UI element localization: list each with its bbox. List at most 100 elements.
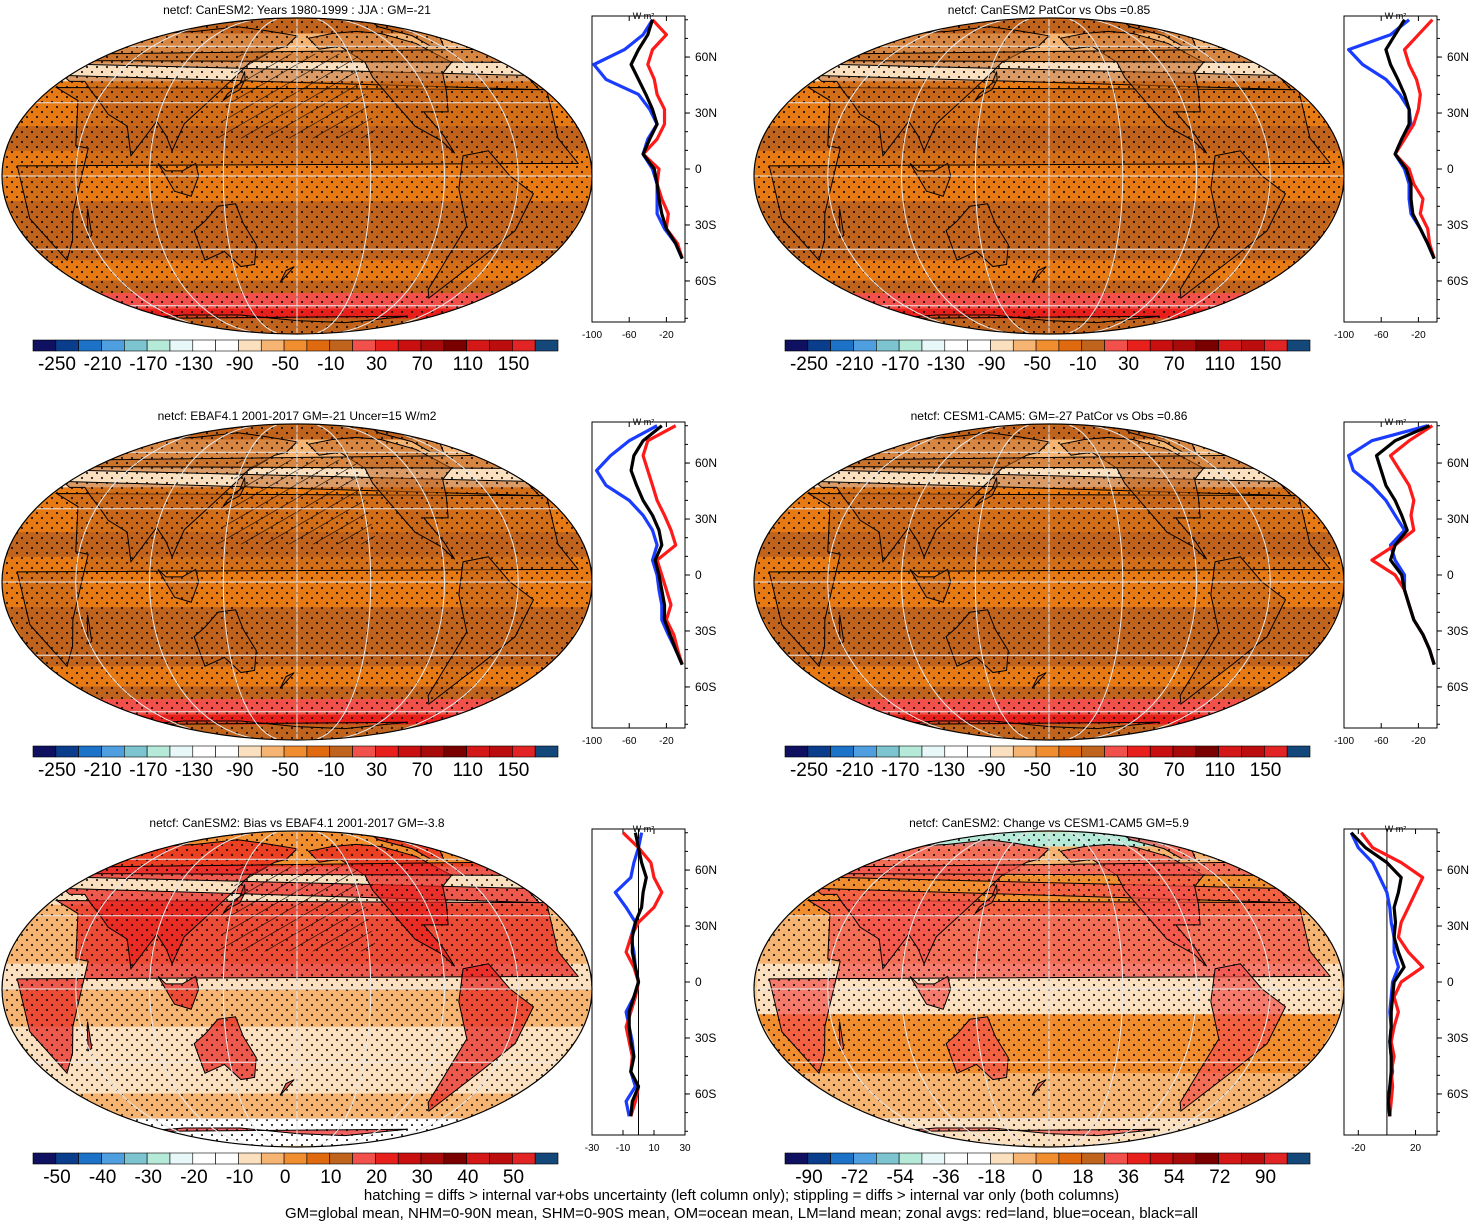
zonal-x-tick-label: -20	[659, 330, 674, 341]
colorbar-tick-label: -210	[83, 354, 122, 375]
colorbar-cell	[898, 745, 923, 758]
colorbar-cell	[32, 1152, 57, 1165]
colorbar-cell	[146, 745, 171, 758]
colorbar-cell	[238, 1152, 262, 1165]
map-title: netcf: CanESM2: Years 1980-1999 : JJA : …	[163, 3, 431, 17]
colorbar-cell	[443, 339, 467, 352]
colorbar-tick-label: -10	[1069, 760, 1097, 781]
colorbar-cell	[944, 339, 968, 352]
colorbar-tick-label: -90	[977, 354, 1006, 375]
colorbar-cell	[375, 339, 399, 352]
colorbar-cell	[512, 1152, 536, 1165]
zonal-mean-plot: 60N 30N 0 30S 60S -100 -60 -20 W m²	[582, 11, 717, 341]
footer-note-hatching: hatching = diffs > internal var+obs unce…	[363, 1187, 1120, 1204]
map-title: netcf: CanESM2: Change vs CESM1-CAM5 GM=…	[909, 816, 1189, 830]
colorbar	[784, 1152, 1311, 1165]
colorbar-tick-label: -130	[174, 760, 213, 781]
colorbar-tick-label: -20	[180, 1167, 208, 1188]
colorbar-tick-label: -130	[926, 354, 965, 375]
zonal-x-tick-label: -30	[585, 1143, 600, 1154]
colorbar-tick-label: -170	[129, 354, 168, 375]
colorbar-cell	[238, 745, 262, 758]
colorbar-labels: -90 -72 -54 -36 -18 0 18 36 54 72 90	[785, 1167, 1310, 1191]
colorbar-cell	[1012, 745, 1037, 758]
colorbar-cell	[352, 745, 376, 758]
panel-canesm2-patcor: netcf: CanESM2 PatCor vs Obs =0.85 60N 30N…	[752, 0, 1483, 400]
zonal-lat-tick-label: 0	[1447, 162, 1454, 176]
colorbar-cell	[215, 339, 239, 352]
colorbar-cell	[1172, 1152, 1197, 1165]
colorbar-tick-label: -18	[977, 1167, 1006, 1188]
colorbar-cell	[784, 339, 809, 352]
colorbar	[784, 339, 1311, 352]
colorbar-tick-label: 36	[1117, 1167, 1140, 1188]
colorbar-cell	[1195, 1152, 1219, 1165]
map-title: netcf: CanESM2 PatCor vs Obs =0.85	[947, 3, 1151, 17]
colorbar-cell	[1286, 339, 1311, 352]
colorbar-cell	[443, 745, 467, 758]
zonal-line-all	[629, 424, 684, 666]
colorbar-cell	[375, 1152, 399, 1165]
colorbar-cell	[1286, 745, 1311, 758]
colorbar-cell	[1149, 339, 1174, 352]
zonal-x-tick-label: -60	[1374, 330, 1389, 341]
map-field	[2, 831, 592, 1147]
zonal-x-tick-label: -20	[659, 736, 674, 747]
zonal-line-all	[1374, 424, 1436, 666]
colorbar-cell	[1035, 1152, 1060, 1165]
colorbar-cell	[124, 339, 148, 352]
zonal-lat-tick-label: 60N	[695, 863, 717, 877]
colorbar-tick-label: 18	[1072, 1167, 1094, 1188]
colorbar-cell	[534, 339, 559, 352]
zonal-line-land	[641, 424, 684, 666]
zonal-x-tick-label: 10	[648, 1143, 660, 1154]
zonal-lat-tick-label: 0	[695, 975, 702, 989]
colorbar	[32, 1152, 559, 1165]
zonal-mean-plot: 60N 30N 0 30S 60S -30 -10 10 30 W m²	[585, 824, 717, 1154]
colorbar-cell	[898, 1152, 923, 1165]
zonal-lat-tick-label: 0	[695, 162, 702, 176]
colorbar-tick-label: -250	[789, 354, 828, 375]
colorbar-tick-label: 150	[497, 760, 530, 781]
zonal-line-ocean	[1346, 424, 1436, 666]
colorbar-tick-label: -54	[886, 1167, 914, 1188]
colorbar-cell	[967, 745, 991, 758]
colorbar-cell	[1012, 339, 1037, 352]
colorbar-cell	[1241, 745, 1265, 758]
zonal-units-label: W m²	[633, 11, 655, 21]
colorbar-cell	[306, 745, 331, 758]
zonal-x-tick-label: -100	[1334, 330, 1354, 341]
map-field	[754, 424, 1344, 740]
colorbar-tick-label: -130	[926, 760, 965, 781]
panel-figure: 60N 30N 0 30S 60S -100 -60 -20 W m²	[753, 417, 1469, 758]
colorbar-labels: -250 -210 -170 -130 -90 -50 -10 30 70 110 150	[785, 760, 1310, 784]
colorbar-tick-label: -10	[225, 1167, 254, 1188]
colorbar-cell	[489, 339, 513, 352]
colorbar-tick-label: -170	[129, 760, 168, 781]
colorbar-tick-label: 30	[411, 1167, 433, 1188]
colorbar-cell	[283, 339, 308, 352]
zonal-lat-tick-label: 30N	[695, 512, 717, 526]
colorbar-tick-label: 54	[1163, 1167, 1185, 1188]
colorbar-cell	[534, 1152, 559, 1165]
colorbar-cell	[1218, 1152, 1242, 1165]
colorbar-tick-label: 72	[1209, 1167, 1231, 1188]
colorbar-cell	[1058, 745, 1083, 758]
colorbar-cell	[101, 745, 125, 758]
colorbar-tick-label: 110	[1204, 760, 1235, 781]
colorbar-tick-label: -90	[225, 354, 254, 375]
colorbar-cell	[1104, 339, 1128, 352]
colorbar-cell	[283, 745, 308, 758]
colorbar-cell	[489, 745, 513, 758]
colorbar-tick-label: 0	[1031, 1167, 1043, 1188]
colorbar-cell	[329, 1152, 353, 1165]
colorbar-cell	[1104, 1152, 1128, 1165]
colorbar-cell	[32, 339, 57, 352]
colorbar-cell	[534, 745, 559, 758]
zonal-line-ocean	[592, 18, 684, 260]
colorbar-tick-label: 110	[452, 354, 483, 375]
colorbar-cell	[1286, 1152, 1311, 1165]
colorbar-cell	[329, 339, 353, 352]
colorbar-cell	[78, 1152, 102, 1165]
colorbar-cell	[1127, 339, 1151, 352]
